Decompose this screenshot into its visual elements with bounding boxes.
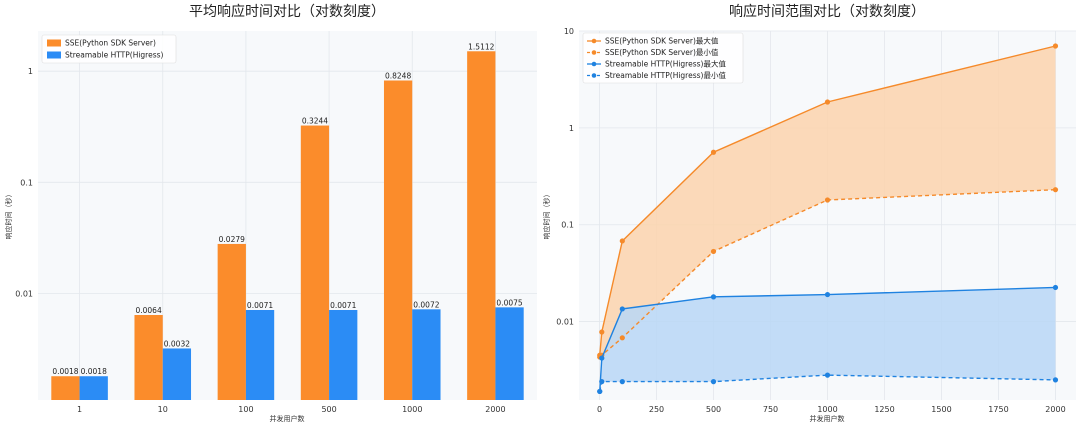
data-point	[619, 238, 625, 244]
legend-label: SSE(Python SDK Server)最小值	[605, 47, 719, 57]
data-point	[599, 329, 605, 335]
data-point	[1052, 43, 1059, 49]
bar-value-label: 0.0071	[330, 301, 356, 310]
data-point	[1052, 187, 1059, 193]
right-y-tick-label: 0.1	[561, 221, 574, 230]
right-chart-title: 响应时间范围对比（对数刻度）	[729, 3, 925, 20]
data-point	[824, 99, 831, 105]
legend-label: SSE(Python SDK Server)最大值	[605, 36, 719, 46]
left-y-tick-label: 1	[28, 67, 33, 76]
left-legend: SSE(Python SDK Server) Streamable HTTP(Hi…	[41, 34, 177, 64]
data-point	[599, 355, 605, 361]
left-x-tick-label: 10	[158, 405, 168, 414]
series-line	[599, 45, 1056, 356]
right-x-tick-label: 0	[597, 405, 602, 414]
avg-response-time-bar-chart: 平均响应时间对比（对数刻度） 并发用户数 响应时间（秒） 0.0018 0.001…	[4, 3, 537, 423]
left-y-axis-label: 响应时间（秒）	[4, 191, 13, 240]
data-point	[824, 372, 831, 378]
right-x-tick-label: 1250	[874, 405, 894, 414]
bar	[412, 309, 441, 400]
bar-value-label: 0.0072	[413, 300, 439, 309]
data-point	[710, 248, 717, 255]
legend-label: Streamable HTTP(Higress)最小值	[605, 70, 726, 80]
left-chart-title: 平均响应时间对比（对数刻度）	[189, 3, 385, 20]
left-x-tick-label: 100	[238, 405, 253, 414]
bar	[383, 80, 413, 400]
data-point	[1052, 284, 1059, 291]
left-y-tick-label: 0.1	[20, 178, 33, 187]
right-y-tick-label: 1	[569, 124, 574, 133]
legend-swatch	[47, 51, 61, 59]
right-legend-box	[582, 32, 744, 84]
bar	[162, 348, 192, 400]
left-x-axis-label: 并发用户数	[270, 414, 305, 423]
left-x-tick-label: 500	[321, 405, 336, 414]
right-x-tick-label: 250	[649, 405, 664, 414]
left-x-tick-label: 1	[77, 405, 82, 414]
legend-marker	[591, 38, 597, 44]
range-fill	[599, 46, 1056, 358]
data-point	[597, 388, 603, 395]
data-point	[1052, 377, 1059, 383]
series-line	[599, 286, 1056, 392]
bar-value-label: 0.0075	[496, 298, 522, 307]
right-x-tick-label: 500	[706, 405, 721, 414]
right-x-axis-label: 并发用户数	[810, 414, 845, 423]
bar-value-label: 0.0032	[164, 339, 190, 348]
right-x-tick-label: 1500	[931, 405, 951, 414]
left-y-tick-label: 0.01	[15, 289, 33, 298]
bar	[245, 309, 275, 400]
data-point	[710, 379, 717, 385]
bar-value-label: 0.8248	[385, 71, 411, 80]
bar-value-label: 0.0018	[81, 367, 107, 376]
bar	[329, 309, 358, 400]
data-point	[710, 294, 717, 300]
right-y-axis-label: 响应时间（秒）	[542, 191, 551, 240]
bar-value-label: 1.5112	[468, 42, 494, 51]
range-fill	[599, 287, 1056, 392]
bar	[467, 51, 496, 401]
legend-label: SSE(Python SDK Server)	[65, 39, 156, 48]
data-point	[710, 149, 717, 155]
bar	[300, 125, 330, 401]
data-point	[619, 379, 625, 385]
bar-value-label: 0.3244	[302, 117, 328, 126]
data-point	[824, 291, 831, 298]
bar	[51, 376, 80, 400]
right-y-tick-label: 0.01	[556, 318, 574, 327]
legend-marker	[591, 50, 597, 55]
legend-swatch	[47, 39, 61, 47]
legend-label: Streamable HTTP(Higress)最大值	[605, 59, 726, 69]
left-legend-box	[41, 34, 177, 64]
data-point	[599, 379, 605, 385]
right-x-tick-label: 750	[763, 405, 778, 414]
right-x-tick-label: 2000	[1045, 405, 1065, 414]
left-x-tick-label: 2000	[485, 405, 505, 414]
right-x-tick-label: 1000	[817, 405, 837, 414]
bar-value-label: 0.0018	[52, 367, 78, 376]
right-x-tick-label: 1750	[988, 405, 1008, 414]
left-x-tick-label: 1000	[402, 405, 422, 414]
legend-marker	[591, 73, 597, 78]
data-point	[824, 197, 831, 203]
bar-value-label: 0.0071	[247, 301, 273, 310]
legend-marker	[591, 61, 597, 67]
right-y-tick-label: 10	[564, 27, 574, 36]
bar	[79, 376, 108, 400]
response-range-line-chart: 响应时间范围对比（对数刻度） 并发用户数 响应时间（秒） 0.010.11100…	[540, 0, 1080, 428]
bar	[217, 243, 246, 400]
bar-value-label: 0.0279	[219, 235, 245, 244]
bar	[495, 307, 524, 400]
data-point	[619, 335, 625, 341]
bar	[134, 315, 163, 400]
bar-value-label: 0.0064	[135, 306, 161, 315]
data-point	[619, 306, 625, 312]
legend-label: Streamable HTTP(Higress)	[65, 51, 164, 60]
